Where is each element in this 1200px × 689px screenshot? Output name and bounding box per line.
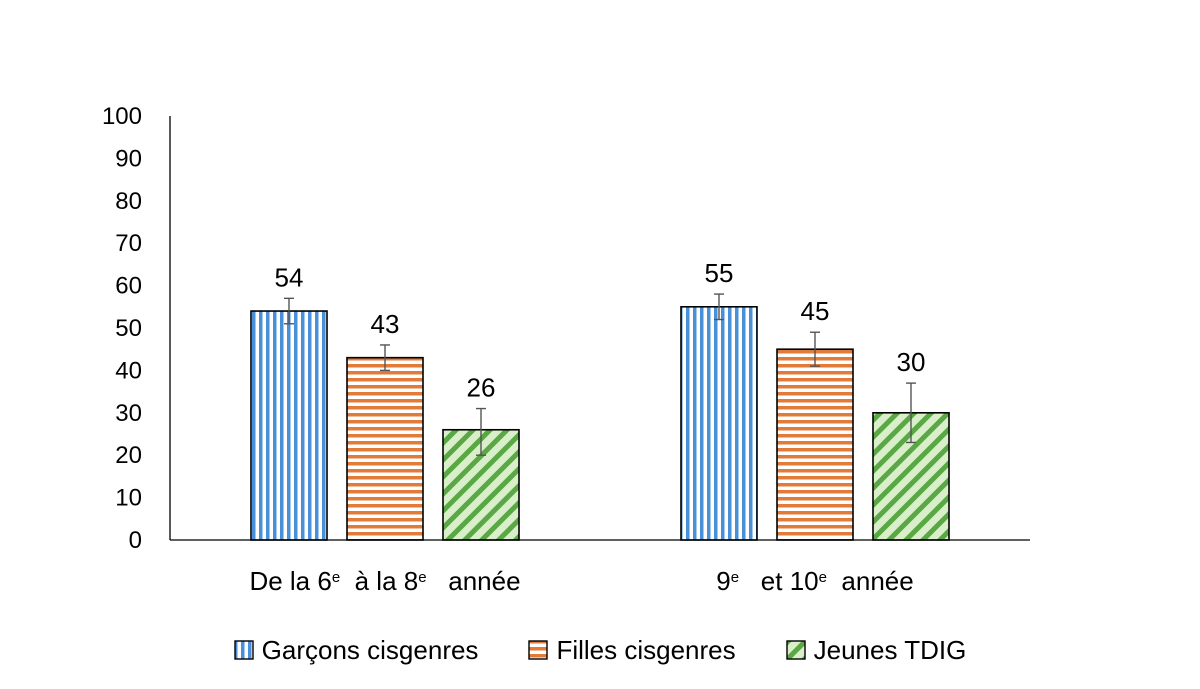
error-bar bbox=[906, 382, 916, 444]
legend-label: Filles cisgenres bbox=[556, 634, 736, 665]
error-bar bbox=[380, 344, 390, 372]
error-bar bbox=[284, 297, 294, 325]
x-axis-labels: De la 6e à la 8e année 9e et 10e année bbox=[249, 566, 913, 596]
legend-swatch bbox=[785, 640, 806, 660]
data-label: 43 bbox=[371, 309, 400, 339]
bars bbox=[250, 305, 950, 541]
y-tick-label: 90 bbox=[115, 145, 142, 172]
y-tick-label: 100 bbox=[102, 103, 142, 130]
legend-item: Jeunes TDIG bbox=[785, 634, 967, 666]
y-tick-label: 60 bbox=[115, 273, 142, 300]
y-tick-label: 20 bbox=[115, 442, 142, 469]
error-bar bbox=[810, 331, 820, 367]
data-label: 54 bbox=[275, 262, 304, 292]
legend-swatch bbox=[528, 640, 549, 660]
y-tick-label: 0 bbox=[129, 527, 142, 554]
legend-item: Garçons cisgenres bbox=[233, 634, 479, 666]
bar bbox=[346, 356, 424, 541]
data-labels: 54 55 43 45 26 30 bbox=[275, 258, 926, 402]
data-label: 30 bbox=[897, 347, 926, 377]
category-label: De la 6e à la 8e année bbox=[249, 566, 520, 596]
y-tick-label: 50 bbox=[115, 315, 142, 342]
legend-item: Filles cisgenres bbox=[528, 634, 736, 666]
y-tick-label: 10 bbox=[115, 485, 142, 512]
data-label: 55 bbox=[705, 258, 734, 288]
legend: Garçons cisgenres Filles cisgenres Jeunes … bbox=[0, 628, 1200, 672]
y-axis: 0 10 20 30 40 50 60 70 80 90 100 bbox=[102, 103, 142, 554]
error-bar bbox=[714, 293, 724, 321]
y-tick-label: 70 bbox=[115, 230, 142, 257]
error-bar bbox=[476, 407, 486, 456]
bar bbox=[776, 348, 854, 541]
data-label: 26 bbox=[467, 373, 496, 403]
y-tick-label: 40 bbox=[115, 357, 142, 384]
error-bars bbox=[284, 293, 916, 456]
data-label: 45 bbox=[801, 296, 830, 326]
legend-swatch bbox=[233, 640, 254, 660]
legend-label: Jeunes TDIG bbox=[813, 634, 967, 665]
y-tick-label: 80 bbox=[115, 188, 142, 215]
legend-label: Garçons cisgenres bbox=[261, 634, 479, 665]
y-tick-label: 30 bbox=[115, 400, 142, 427]
category-label: 9e et 10e année bbox=[716, 566, 913, 596]
bar bbox=[680, 305, 758, 541]
bar bbox=[250, 310, 328, 541]
